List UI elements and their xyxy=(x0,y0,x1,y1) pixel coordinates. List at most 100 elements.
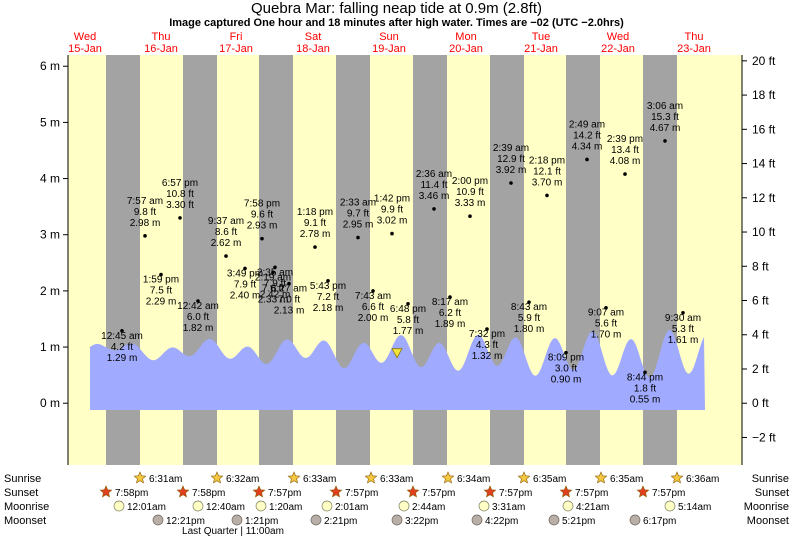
tide-time-label: 6:48 pm xyxy=(390,304,426,315)
tide-point xyxy=(196,299,200,303)
tide-ft-label: 5.8 ft xyxy=(397,315,419,326)
tide-m-label: 2.40 m xyxy=(230,290,261,301)
row-label-right-moonrise: Moonrise xyxy=(744,501,789,513)
tide-ft-label: 8.6 ft xyxy=(215,227,237,238)
moonset-icon xyxy=(310,514,322,526)
tide-point xyxy=(509,181,513,185)
day-header-dow: Wed xyxy=(74,31,96,43)
tide-m-label: 1.77 m xyxy=(393,326,424,337)
moonrise-time: 1:20am xyxy=(269,502,302,513)
chart-subtitle: Image captured One hour and 18 minutes a… xyxy=(169,17,624,29)
tide-point xyxy=(643,370,647,375)
tide-m-label: 0.55 m xyxy=(630,394,661,405)
tide-time-label: 8:17 am xyxy=(432,297,468,308)
tide-time-label: 2:19 am xyxy=(255,272,291,283)
tide-time-label: 5:43 pm xyxy=(310,281,346,292)
sunrise-time: 6:35am xyxy=(533,474,566,485)
sunset-icon xyxy=(406,485,420,498)
tide-point xyxy=(260,236,264,241)
tide-m-label: 1.80 m xyxy=(514,324,545,335)
day-header-dow: Thu xyxy=(685,31,704,43)
tide-point xyxy=(585,157,589,162)
tide-time-label: 7:58 pm xyxy=(244,199,280,210)
tide-time-label: 9:07 am xyxy=(588,308,624,319)
tide-ft-label: 12.1 ft xyxy=(533,166,561,177)
tide-point xyxy=(663,139,667,143)
day-header-dow: Sun xyxy=(379,31,399,43)
day-header-dow: Fri xyxy=(230,31,243,43)
tide-point xyxy=(468,214,472,218)
tide-m-label: 1.70 m xyxy=(591,330,622,341)
current-tide-marker xyxy=(391,348,403,359)
moonrise-icon xyxy=(398,500,410,512)
right-axis-label: 2 ft xyxy=(752,362,769,376)
moonrise-time: 2:44am xyxy=(412,502,445,513)
left-axis-label: 2 m xyxy=(40,284,60,298)
tide-time-label: 8:09 pm xyxy=(548,353,584,364)
tide-time-label: 3:49 pm xyxy=(227,268,263,279)
tide-time-label: 2:39 pm xyxy=(607,134,643,145)
sunrise-icon xyxy=(364,471,378,484)
sunset-time: 7:58pm xyxy=(115,488,148,499)
tide-ft-label: 7.6 ft xyxy=(262,283,284,294)
day-header-date: 17-Jan xyxy=(219,43,253,55)
row-label-sunrise: Sunrise xyxy=(4,473,41,485)
sunrise-icon xyxy=(133,471,147,484)
sunrise-time: 6:33am xyxy=(380,474,413,485)
left-axis-label: 0 m xyxy=(40,396,60,410)
tide-m-label: 0.90 m xyxy=(551,375,582,386)
tide-time-label: 2:18 pm xyxy=(529,155,565,166)
tide-point xyxy=(432,207,436,211)
left-axis-label: 1 m xyxy=(40,340,60,354)
right-axis-label: 14 ft xyxy=(752,157,776,171)
tide-time-label: 2:39 am xyxy=(493,143,529,154)
row-label-right-sunrise: Sunrise xyxy=(752,473,789,485)
row-label-sunset: Sunset xyxy=(4,487,38,499)
chart-title: Quebra Mar: falling neap tide at 0.9m (2… xyxy=(251,0,542,17)
sunset-time: 7:57pm xyxy=(575,488,608,499)
moonset-time: 12:21pm xyxy=(166,516,205,527)
moonset-icon xyxy=(152,514,164,526)
tide-m-label: 2.78 m xyxy=(300,229,331,240)
row-label-moonrise: Moonrise xyxy=(4,501,49,513)
day-header-date: 21-Jan xyxy=(524,43,558,55)
tide-ft-label: 9.6 ft xyxy=(251,210,273,221)
tide-time-label: 7:43 am xyxy=(355,291,391,302)
tide-ft-label: 9.9 ft xyxy=(381,205,403,216)
left-axis-label: 4 m xyxy=(40,172,60,186)
tide-point xyxy=(681,310,685,315)
tide-point xyxy=(371,289,375,293)
tide-time-label: 7:57 am xyxy=(127,196,163,207)
sunrise-icon xyxy=(670,471,684,484)
tide-time-label: 8:43 am xyxy=(511,302,547,313)
right-axis-label: 12 ft xyxy=(752,191,776,205)
moonset-time: 1:21pm xyxy=(245,516,278,527)
tide-point xyxy=(356,235,360,240)
day-header-date: 16-Jan xyxy=(144,43,178,55)
tide-time-label: 2:36 am xyxy=(416,169,452,180)
right-axis-label: 20 ft xyxy=(752,54,776,68)
tide-point xyxy=(178,216,182,220)
tide-ft-label: 6.0 ft xyxy=(187,312,209,323)
sunset-time: 7:57pm xyxy=(499,488,532,499)
moonrise-icon xyxy=(255,500,267,512)
tide-m-label: 3.92 m xyxy=(496,165,527,176)
tide-ft-label: 9.1 ft xyxy=(304,218,326,229)
right-axis-label: 18 ft xyxy=(752,88,776,102)
tide-time-label: 2:49 am xyxy=(569,119,605,130)
day-header-dow: Thu xyxy=(152,31,171,43)
moonrise-time: 2:01am xyxy=(335,502,368,513)
tide-time-label: 7:32 pm xyxy=(469,329,505,340)
tide-ft-label: 7.9 ft xyxy=(264,278,286,289)
tide-m-label: 1.61 m xyxy=(668,335,699,346)
sunrise-icon xyxy=(594,471,608,484)
moonrise-time: 4:21am xyxy=(576,502,609,513)
sunrise-icon xyxy=(441,471,455,484)
tide-ft-label: 7.9 ft xyxy=(234,279,256,290)
tide-time-label: 1:18 pm xyxy=(297,207,333,218)
tide-m-label: 3.46 m xyxy=(419,191,450,202)
water-area xyxy=(90,330,705,410)
tide-time-label: 3:06 am xyxy=(647,101,683,112)
tide-m-label: 2.29 m xyxy=(146,297,177,308)
moonset-icon xyxy=(548,514,560,526)
